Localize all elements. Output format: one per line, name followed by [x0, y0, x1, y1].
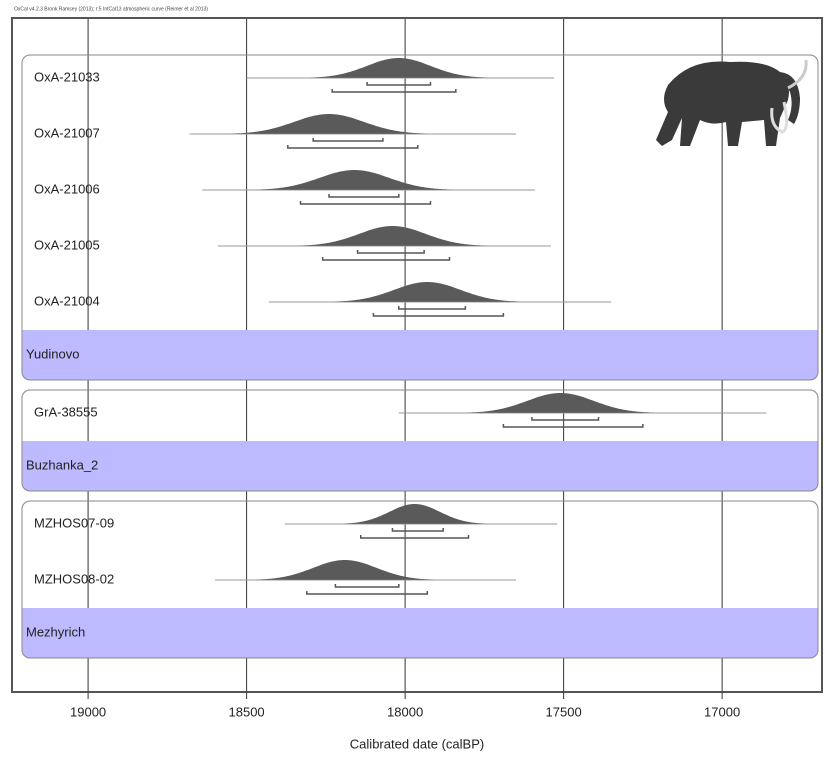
- x-tick-label: 19000: [70, 704, 106, 719]
- range-68: [358, 250, 425, 253]
- range-68: [532, 417, 599, 420]
- sample-label: GrA-38555: [34, 404, 98, 419]
- sample-label: MZHOS08-02: [34, 571, 114, 586]
- range-95: [288, 145, 418, 148]
- range-68: [399, 306, 466, 309]
- range-95: [373, 313, 503, 316]
- group-band: [22, 330, 818, 380]
- probability-curve: [339, 504, 491, 524]
- probability-curve: [224, 114, 433, 134]
- sample-label: OxA-21006: [34, 181, 100, 196]
- x-axis-label: Calibrated date (calBP): [350, 736, 484, 751]
- probability-curve: [250, 560, 440, 580]
- range-68: [329, 194, 399, 197]
- group-label: Buzhanka_2: [26, 457, 98, 472]
- sample-label: MZHOS07-09: [34, 515, 114, 530]
- chart-title: OxCal v4.2.3 Bronk Ramsey (2013); r:5 In…: [14, 6, 208, 12]
- group: Mezhyrich MZHOS07-09 MZHOS08-02: [22, 501, 818, 658]
- x-tick-label: 17000: [704, 704, 740, 719]
- plot-area: Yudinovo OxA-21033 OxA-21007 OxA-21006 OxA-2…: [22, 55, 818, 658]
- probability-curve: [461, 393, 661, 413]
- range-95: [332, 89, 456, 92]
- group-band: [22, 441, 818, 491]
- group-label: Yudinovo: [26, 346, 80, 361]
- group-band: [22, 608, 818, 658]
- group-label: Mezhyrich: [26, 624, 85, 639]
- probability-curve: [250, 170, 459, 190]
- sample-label: OxA-21007: [34, 125, 100, 140]
- range-68: [367, 82, 430, 85]
- x-tick-label: 17500: [546, 704, 582, 719]
- x-tick-label: 18000: [387, 704, 423, 719]
- probability-curve: [304, 58, 494, 78]
- mammoth-icon: [656, 60, 806, 146]
- range-68: [313, 138, 383, 141]
- chart: OxCal v4.2.3 Bronk Ramsey (2013); r:5 In…: [0, 0, 825, 759]
- range-68: [335, 584, 398, 587]
- range-95: [307, 591, 427, 594]
- probability-curve: [293, 226, 493, 246]
- sample-label: OxA-21005: [34, 237, 100, 252]
- range-95: [300, 201, 430, 204]
- probability-curve: [327, 282, 527, 302]
- x-tick-label: 18500: [229, 704, 265, 719]
- sample-label: OxA-21004: [34, 293, 100, 308]
- group: Buzhanka_2 GrA-38555: [22, 390, 818, 491]
- range-68: [392, 528, 443, 531]
- range-95: [323, 257, 450, 260]
- range-95: [361, 535, 469, 538]
- range-95: [503, 424, 642, 427]
- sample-label: OxA-21033: [34, 69, 100, 84]
